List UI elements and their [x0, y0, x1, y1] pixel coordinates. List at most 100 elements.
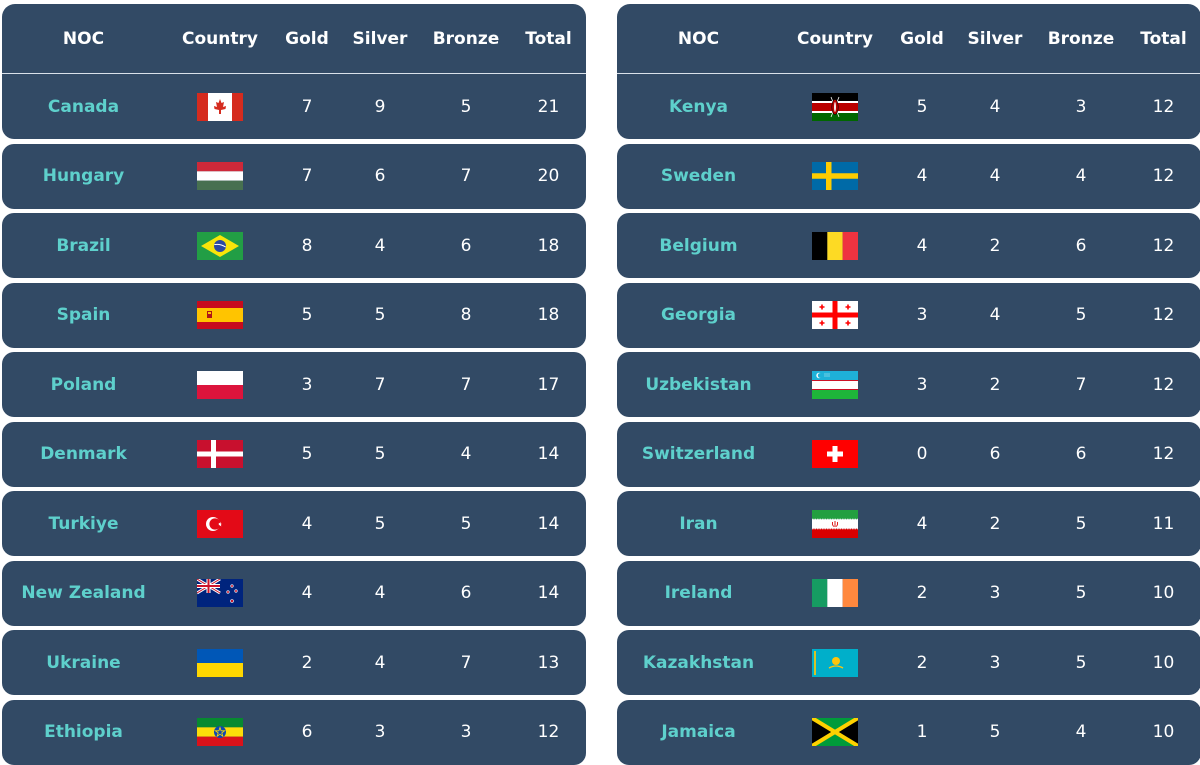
table-row: Hungary 7 6 7 20 [2, 143, 586, 209]
noc-name: Ukraine [46, 652, 121, 673]
gold-count: 7 [301, 166, 313, 186]
noc-name: Ethiopia [44, 722, 123, 742]
silver-count: 5 [374, 305, 386, 325]
noc-name: Belgium [659, 235, 738, 256]
header-total: Total [525, 28, 572, 49]
silver-count: 4 [989, 96, 1001, 117]
kenya-flag-icon [812, 93, 858, 121]
table-row: Poland 3 7 7 17 [2, 352, 586, 417]
silver-count: 9 [374, 96, 386, 117]
country-flag-cell [165, 440, 275, 468]
gold-count: 3 [916, 374, 928, 395]
country-flag-cell [780, 162, 890, 190]
table-row: Uzbekistan 3 2 7 12 [617, 352, 1200, 417]
header-country: Country [182, 28, 258, 49]
silver-count: 3 [374, 722, 386, 742]
table-row: Ireland 2 3 5 10 [617, 560, 1200, 626]
noc-name: Hungary [42, 166, 125, 186]
header-gold: Gold [900, 28, 944, 49]
silver-count: 6 [989, 444, 1001, 464]
total-count: 11 [1152, 513, 1175, 534]
table-row: Denmark 5 5 4 14 [2, 421, 586, 487]
gold-count: 4 [916, 166, 928, 186]
total-count: 12 [537, 722, 560, 742]
total-count: 14 [537, 444, 560, 464]
bronze-count: 7 [460, 166, 472, 186]
gold-count: 8 [301, 235, 313, 256]
gold-count: 1 [916, 722, 928, 742]
gold-count: 4 [916, 235, 928, 256]
total-count: 10 [1152, 583, 1175, 603]
gold-count: 6 [301, 722, 313, 742]
noc-name: Switzerland [641, 444, 756, 464]
silver-count: 5 [374, 444, 386, 464]
country-flag-cell [780, 649, 890, 677]
header-silver: Silver [352, 28, 408, 49]
header-noc: NOC [677, 28, 720, 49]
iran-flag-icon [812, 510, 858, 538]
table-row: Ukraine 2 4 7 13 [2, 630, 586, 695]
ireland-flag-icon [812, 579, 858, 607]
hungary-flag-icon [197, 162, 243, 190]
country-flag-cell [165, 232, 275, 260]
noc-name: New Zealand [21, 583, 146, 603]
silver-count: 2 [989, 513, 1001, 534]
table-row: Brazil 8 4 6 18 [2, 213, 586, 278]
country-flag-cell [780, 579, 890, 607]
table-row: Jamaica 1 5 4 10 [617, 699, 1200, 765]
silver-count: 4 [374, 583, 386, 603]
bronze-count: 5 [1075, 305, 1087, 325]
table-row: Spain 5 5 8 18 [2, 282, 586, 348]
georgia-flag-icon [812, 301, 858, 329]
gold-count: 4 [301, 583, 313, 603]
header-silver: Silver [967, 28, 1023, 49]
bronze-count: 5 [1075, 513, 1087, 534]
country-flag-cell [780, 301, 890, 329]
silver-count: 2 [989, 374, 1001, 395]
gold-count: 7 [301, 96, 313, 117]
country-flag-cell [165, 579, 275, 607]
jamaica-flag-icon [812, 718, 858, 746]
noc-name: Uzbekistan [645, 374, 752, 395]
country-flag-cell [780, 718, 890, 746]
bronze-count: 3 [1075, 96, 1087, 117]
country-flag-cell [165, 510, 275, 538]
header-gold: Gold [285, 28, 329, 49]
total-count: 10 [1152, 722, 1175, 742]
total-count: 20 [537, 166, 560, 186]
country-flag-cell [165, 371, 275, 399]
noc-name: Turkiye [48, 513, 119, 534]
total-count: 14 [537, 513, 560, 534]
table-row: Kazakhstan 2 3 5 10 [617, 630, 1200, 695]
table-row: Canada 7 9 5 21 [2, 74, 586, 139]
noc-name: Canada [47, 96, 120, 117]
total-count: 12 [1152, 374, 1175, 395]
total-count: 21 [537, 96, 560, 117]
gold-count: 4 [301, 513, 313, 534]
silver-count: 5 [374, 513, 386, 534]
table-row: Kenya 5 4 3 12 [617, 74, 1200, 139]
bronze-count: 5 [1075, 652, 1087, 673]
gold-count: 5 [916, 96, 928, 117]
bronze-count: 5 [1075, 583, 1087, 603]
total-count: 12 [1152, 235, 1175, 256]
table-body: Canada 7 9 5 21 Hungary 7 6 7 20 Brazil 8 4 6 18 Spain 5… [2, 74, 586, 765]
bronze-count: 7 [460, 374, 472, 395]
total-count: 14 [537, 583, 560, 603]
noc-name: Kenya [668, 96, 729, 117]
country-flag-cell [780, 93, 890, 121]
bronze-count: 6 [1075, 235, 1087, 256]
total-count: 12 [1152, 444, 1175, 464]
header-country: Country [797, 28, 873, 49]
bronze-count: 6 [460, 583, 472, 603]
gold-count: 3 [301, 374, 313, 395]
gold-count: 5 [301, 305, 313, 325]
silver-count: 4 [374, 235, 386, 256]
brazil-flag-icon [197, 232, 243, 260]
gold-count: 0 [916, 444, 928, 464]
bronze-count: 7 [460, 652, 472, 673]
noc-name: Iran [679, 513, 718, 534]
silver-count: 3 [989, 583, 1001, 603]
total-count: 13 [537, 652, 560, 673]
header-bronze: Bronze [432, 28, 500, 49]
